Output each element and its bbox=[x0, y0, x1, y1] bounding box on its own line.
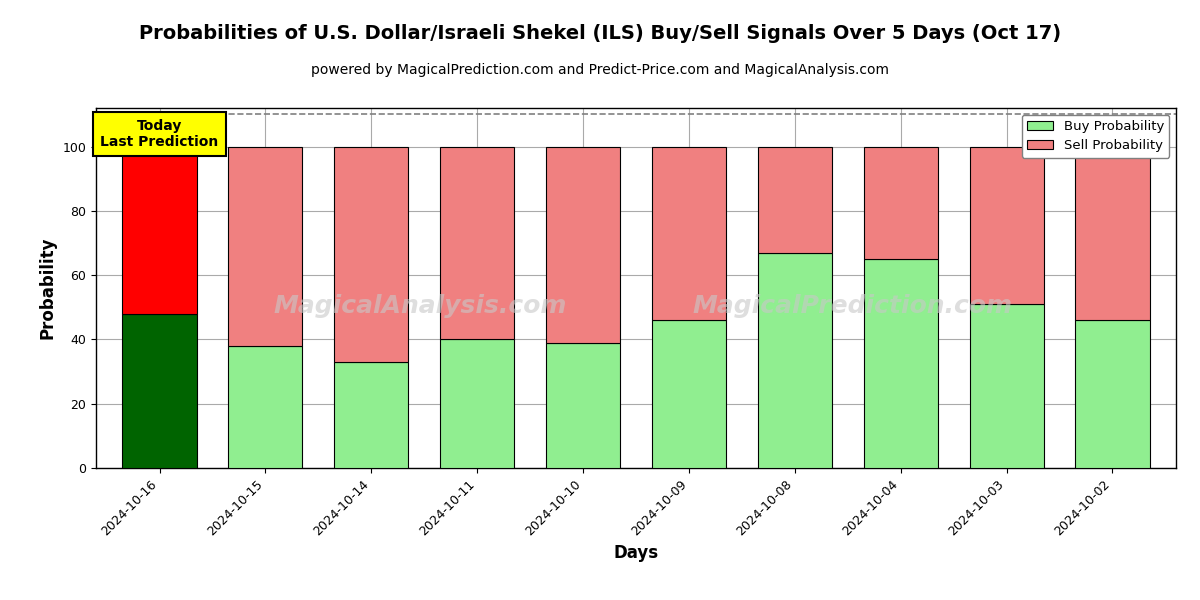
Bar bbox=[122, 314, 197, 468]
Text: Probabilities of U.S. Dollar/Israeli Shekel (ILS) Buy/Sell Signals Over 5 Days (: Probabilities of U.S. Dollar/Israeli She… bbox=[139, 24, 1061, 43]
Bar bbox=[970, 146, 1044, 304]
Bar bbox=[652, 320, 726, 468]
Bar bbox=[122, 146, 197, 314]
Bar bbox=[970, 304, 1044, 468]
Bar bbox=[335, 146, 408, 362]
Bar bbox=[864, 146, 937, 259]
Bar bbox=[228, 346, 302, 468]
Text: MagicalPrediction.com: MagicalPrediction.com bbox=[692, 294, 1012, 318]
Bar bbox=[228, 146, 302, 346]
Legend: Buy Probability, Sell Probability: Buy Probability, Sell Probability bbox=[1021, 115, 1170, 158]
Bar bbox=[757, 253, 832, 468]
X-axis label: Days: Days bbox=[613, 544, 659, 562]
Bar bbox=[440, 146, 515, 340]
Text: MagicalAnalysis.com: MagicalAnalysis.com bbox=[274, 294, 566, 318]
Bar bbox=[757, 146, 832, 253]
Bar bbox=[1075, 320, 1150, 468]
Bar bbox=[864, 259, 937, 468]
Bar bbox=[546, 343, 620, 468]
Text: Today
Last Prediction: Today Last Prediction bbox=[101, 119, 218, 149]
Bar bbox=[335, 362, 408, 468]
Bar bbox=[1075, 146, 1150, 320]
Text: powered by MagicalPrediction.com and Predict-Price.com and MagicalAnalysis.com: powered by MagicalPrediction.com and Pre… bbox=[311, 63, 889, 77]
Bar bbox=[440, 340, 515, 468]
Bar bbox=[546, 146, 620, 343]
Y-axis label: Probability: Probability bbox=[38, 237, 56, 339]
Bar bbox=[652, 146, 726, 320]
